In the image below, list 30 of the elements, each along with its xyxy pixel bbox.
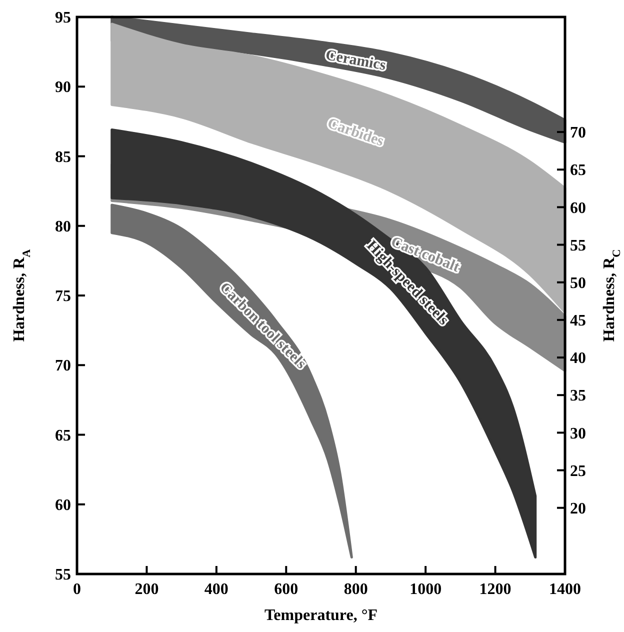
- x-tick-label: 0: [73, 581, 81, 598]
- x-axis-title: Temperature, °F: [264, 607, 378, 624]
- x-tick-label: 1400: [549, 581, 581, 598]
- x-tick-label: 1000: [410, 581, 442, 598]
- y2-tick-label: 50: [570, 274, 586, 292]
- x-tick-label: 800: [344, 581, 368, 598]
- y-tick-label: 70: [55, 358, 71, 375]
- y2-tick-label: 55: [570, 237, 586, 254]
- y-tick-label: 85: [55, 148, 71, 166]
- y2-tick-label: 60: [570, 200, 586, 217]
- x-tick-label: 600: [274, 581, 298, 598]
- legend-label: Ceramics: [324, 47, 388, 74]
- y2-tick-label: 30: [570, 425, 586, 442]
- y2-tick-label: 45: [570, 312, 586, 330]
- y-tick-label: 80: [55, 218, 71, 236]
- y2-tick-label: 20: [570, 500, 586, 518]
- y2-tick-label: 25: [570, 462, 586, 480]
- y2-tick-label: 35: [570, 388, 586, 405]
- y2-tick-label: 70: [570, 124, 586, 142]
- y2-tick-label: 65: [570, 162, 586, 180]
- x-tick-label: 400: [204, 581, 228, 598]
- y-tick-label: 55: [55, 566, 71, 584]
- y2-tick-label: 40: [570, 350, 586, 368]
- y-tick-label: 90: [55, 79, 71, 96]
- y-tick-label: 65: [55, 427, 71, 444]
- x-tick-label: 1200: [479, 581, 512, 598]
- y-tick-label: 95: [55, 10, 71, 27]
- y-tick-label: 75: [55, 288, 71, 306]
- y-tick-label: 60: [55, 496, 71, 514]
- x-tick-label: 200: [134, 581, 159, 598]
